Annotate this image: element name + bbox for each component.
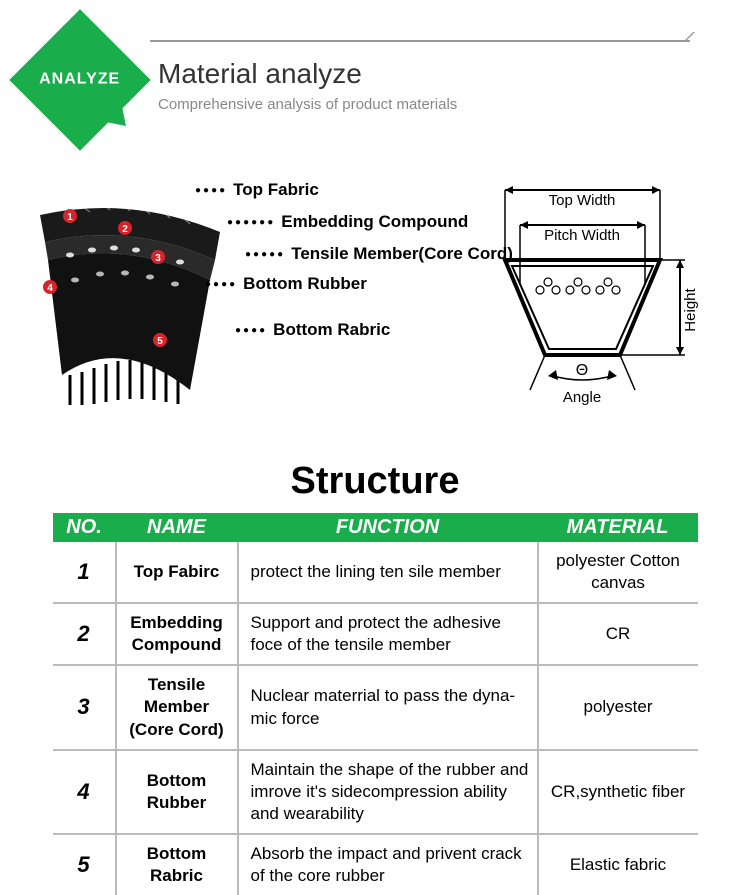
cross-section-diagram: Top Width Pitch Width Height Θ Angle — [490, 180, 700, 410]
cell-name: Tensile Member (Core Cord) — [116, 665, 238, 749]
cell-no: 4 — [53, 750, 116, 834]
label-5-text: Bottom Rabric — [273, 320, 390, 340]
label-4: ●●●●Bottom Rubber — [205, 274, 367, 294]
header: ANALYZE Material analyze Comprehensive a… — [0, 0, 750, 150]
table-body: 1 Top Fabirc protect the lining ten sile… — [53, 542, 698, 895]
cell-material: CR,synthetic fiber — [538, 750, 698, 834]
label-3: ●●●●●Tensile Member(Core Cord) — [245, 244, 513, 264]
svg-text:2: 2 — [122, 224, 128, 235]
cell-material: polyester Cotton canvas — [538, 542, 698, 603]
cell-material: polyester — [538, 665, 698, 749]
table-row: 2 Embedding Compound Support and protect… — [53, 603, 698, 665]
top-width-label: Top Width — [549, 192, 616, 209]
cell-no: 3 — [53, 665, 116, 749]
page-subtitle: Comprehensive analysis of product materi… — [158, 96, 457, 113]
cell-func: Nuclear materrial to pass the dyna-mic f… — [238, 665, 538, 749]
table-row: 1 Top Fabirc protect the lining ten sile… — [53, 542, 698, 603]
label-2: ●●●●●●Embedding Compound — [227, 212, 468, 232]
belt-cutaway-diagram: 1 2 3 4 5 — [20, 180, 250, 430]
svg-text:4: 4 — [47, 283, 53, 294]
analyze-badge-text: ANALYZE — [39, 71, 120, 89]
label-1-text: Top Fabric — [233, 180, 319, 200]
label-3-text: Tensile Member(Core Cord) — [291, 244, 513, 264]
svg-text:5: 5 — [157, 336, 163, 347]
cell-name: Top Fabirc — [116, 542, 238, 603]
header-rule — [150, 40, 690, 42]
table-row: 4 Bottom Rubber Maintain the shape of th… — [53, 750, 698, 834]
cell-no: 1 — [53, 542, 116, 603]
header-corner — [665, 32, 695, 42]
cell-material: Elastic fabric — [538, 834, 698, 895]
structure-table: NO. NAME FUNCTION MATERIAL 1 Top Fabirc … — [53, 513, 698, 895]
cell-no: 2 — [53, 603, 116, 665]
label-2-text: Embedding Compound — [281, 212, 468, 232]
angle-label: Angle — [563, 389, 601, 406]
structure-title: Structure — [0, 460, 750, 503]
page-title: Material analyze — [158, 58, 457, 90]
table-header-row: NO. NAME FUNCTION MATERIAL — [53, 513, 698, 542]
cell-name: Bottom Rabric — [116, 834, 238, 895]
cell-func: Maintain the shape of the rubber and imr… — [238, 750, 538, 834]
cell-func: Support and protect the adhesive foce of… — [238, 603, 538, 665]
cell-func: Absorb the impact and privent crack of t… — [238, 834, 538, 895]
table-row: 5 Bottom Rabric Absorb the impact and pr… — [53, 834, 698, 895]
pitch-width-label: Pitch Width — [544, 227, 620, 244]
table-row: 3 Tensile Member (Core Cord) Nuclear mat… — [53, 665, 698, 749]
header-titles: Material analyze Comprehensive analysis … — [158, 58, 457, 113]
svg-text:3: 3 — [155, 253, 161, 264]
label-4-text: Bottom Rubber — [243, 274, 367, 294]
cell-func: protect the lining ten sile member — [238, 542, 538, 603]
cell-material: CR — [538, 603, 698, 665]
label-5: ●●●●Bottom Rabric — [235, 320, 390, 340]
col-name: NAME — [116, 513, 238, 542]
label-1: ●●●●Top Fabric — [195, 180, 319, 200]
col-function: FUNCTION — [238, 513, 538, 542]
cell-no: 5 — [53, 834, 116, 895]
diagrams-area: 1 2 3 4 5 ●●●●Top Fabric ●●●●●●Embedding… — [0, 180, 750, 450]
angle-symbol: Θ — [576, 362, 588, 379]
svg-text:1: 1 — [67, 212, 73, 223]
col-no: NO. — [53, 513, 116, 542]
col-material: MATERIAL — [538, 513, 698, 542]
height-label: Height — [682, 287, 699, 331]
cell-name: Embedding Compound — [116, 603, 238, 665]
cell-name: Bottom Rubber — [116, 750, 238, 834]
analyze-badge: ANALYZE — [9, 9, 150, 150]
